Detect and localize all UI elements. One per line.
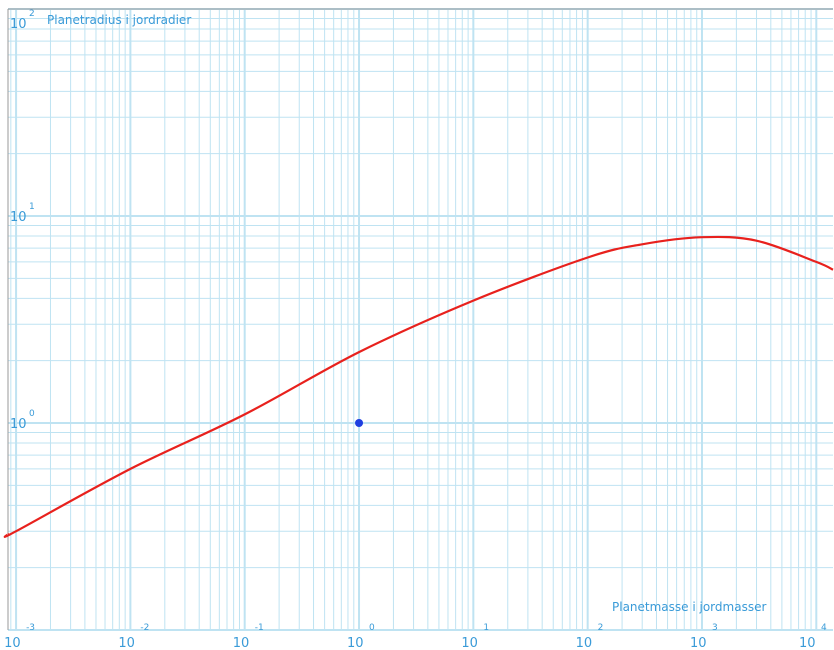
y-tick-exponent: 1 <box>29 202 35 212</box>
x-tick-exponent: 0 <box>369 623 375 633</box>
plot-frame <box>7 8 833 630</box>
y-tick-exponent: 0 <box>29 409 35 419</box>
x-tick-exponent: 1 <box>483 623 489 633</box>
points-layer <box>355 419 364 427</box>
x-tick-exponent: 2 <box>598 623 604 633</box>
y-tick-label: 10 <box>10 210 27 225</box>
x-tick-exponent: -1 <box>255 623 264 633</box>
x-tick-exponent: -2 <box>140 623 149 633</box>
x-tick-label: 10 <box>799 636 816 650</box>
data-point-0 <box>355 419 364 427</box>
grid-layer <box>8 8 833 631</box>
x-tick-exponent: -3 <box>26 623 35 633</box>
y-tick-exponent: 2 <box>29 9 35 19</box>
series-layer <box>3 235 834 538</box>
x-tick-label: 10 <box>690 636 707 650</box>
series-line-0 <box>3 235 834 538</box>
x-tick-label: 10 <box>233 636 250 650</box>
x-tick-label: 10 <box>576 636 593 650</box>
x-axis-title: Planetmasse i jordmasser <box>612 600 766 614</box>
y-axis-title: Planetradius i jordradier <box>47 13 191 27</box>
y-tick-label: 10 <box>10 417 27 432</box>
x-tick-label: 10 <box>461 636 478 650</box>
x-tick-label: 10 <box>347 636 364 650</box>
y-tick-label: 10 <box>10 17 27 32</box>
x-tick-label: 10 <box>4 636 21 650</box>
x-tick-exponent: 4 <box>821 623 827 633</box>
x-tick-label: 10 <box>118 636 135 650</box>
x-tick-exponent: 3 <box>712 623 718 633</box>
